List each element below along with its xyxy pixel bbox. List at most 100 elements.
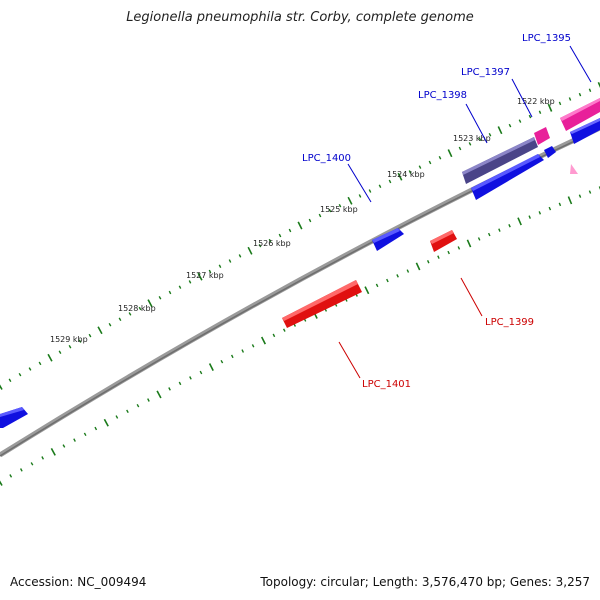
outer-tick-41 — [408, 170, 412, 174]
inner-tick-16 — [168, 387, 171, 391]
outer-tick-10 — [97, 326, 103, 335]
inner-tick-11 — [115, 415, 119, 419]
scale-label-4: 1526 kbp — [253, 239, 291, 248]
leader-lpc-1400 — [347, 163, 372, 203]
outer-tick-23 — [228, 259, 232, 263]
scale-label-0: 1522 kbp — [517, 97, 555, 106]
inner-tick-38 — [396, 274, 399, 278]
inner-tick-8 — [83, 432, 87, 437]
inner-tick-24 — [251, 344, 255, 348]
inner-tick-53 — [548, 206, 552, 211]
inner-tick-22 — [230, 354, 234, 359]
outer-tick-46 — [458, 146, 462, 151]
inner-tick-18 — [189, 376, 192, 380]
inner-tick-14 — [147, 398, 150, 402]
outer-tick-18 — [178, 285, 182, 289]
outer-tick-7 — [68, 344, 72, 349]
outer-tick-56 — [558, 101, 562, 106]
inner-tick-35 — [364, 286, 370, 295]
outer-tick-25 — [247, 246, 253, 255]
outer-tick-3 — [28, 367, 32, 371]
outer-tick-36 — [358, 194, 362, 198]
accession-text: Accession: NC_009494 — [10, 575, 147, 589]
outer-tick-49 — [488, 132, 492, 137]
inner-tick-6 — [62, 444, 66, 448]
outer-tick-16 — [158, 296, 162, 300]
gene-lpc-1395-pink — [560, 98, 600, 131]
inner-tick-3 — [30, 462, 34, 466]
leader-lpc-1395 — [569, 45, 592, 83]
inner-tick-21 — [220, 359, 224, 364]
outer-tick-48 — [478, 137, 482, 142]
scale-label-3: 1525 kbp — [320, 205, 358, 214]
inner-tick-45 — [466, 239, 472, 248]
gene-small-pink-reverse — [570, 164, 578, 174]
inner-tick-41 — [426, 260, 430, 264]
outer-tick-58 — [578, 92, 582, 97]
outer-tick-9 — [88, 333, 92, 338]
outer-tick-32 — [318, 213, 322, 218]
outer-tick-0 — [0, 384, 3, 390]
outer-tick-38 — [378, 184, 382, 189]
gene-label-lpc-1395: LPC_1395 — [522, 33, 571, 44]
outer-tick-22 — [218, 264, 222, 269]
outer-tick-24 — [238, 254, 242, 258]
outer-tick-54 — [538, 110, 542, 114]
outer-tick-44 — [438, 155, 442, 160]
outer-tick-51 — [508, 123, 512, 128]
inner-tick-40 — [415, 262, 421, 271]
inner-tick-12 — [126, 409, 129, 414]
outer-tick-11 — [108, 322, 112, 327]
inner-tick-20 — [208, 363, 214, 371]
outer-tick-40 — [397, 172, 403, 181]
outer-tick-2 — [18, 372, 22, 377]
inner-tick-51 — [528, 215, 531, 219]
outer-tick-57 — [568, 97, 572, 101]
inner-tick-10 — [103, 418, 109, 427]
leader-lpc-1397 — [511, 78, 533, 118]
gene-lpc-1398-forward — [471, 154, 544, 200]
outer-tick-31 — [308, 218, 312, 223]
inner-tick-25 — [260, 336, 267, 345]
inner-tick-56 — [578, 194, 582, 198]
outer-tick-14 — [138, 306, 142, 311]
inner-tick-27 — [282, 328, 286, 332]
outer-tick-6 — [58, 350, 62, 354]
outer-tick-60 — [597, 81, 600, 89]
outer-tick-17 — [168, 290, 172, 295]
outer-tick-5 — [47, 353, 53, 362]
inner-tick-7 — [73, 438, 76, 442]
outer-tick-47 — [468, 142, 472, 146]
inner-tick-4 — [41, 456, 45, 460]
inner-tick-48 — [498, 228, 501, 232]
outer-tick-42 — [418, 165, 422, 169]
outer-tick-52 — [518, 119, 522, 123]
map-title: Legionella pneumophila str. Corby, compl… — [126, 10, 474, 25]
leader-lpc-1399 — [460, 277, 483, 317]
inner-tick-26 — [272, 333, 276, 338]
gene-lpc-1400-forward — [372, 228, 404, 251]
outer-tick-28 — [278, 233, 282, 238]
gene-label-lpc-1400: LPC_1400 — [302, 153, 351, 164]
outer-tick-21 — [208, 269, 212, 274]
outer-tick-34 — [338, 203, 342, 208]
outer-tick-29 — [288, 228, 292, 233]
inner-tick-50 — [517, 217, 522, 226]
inner-tick-37 — [386, 278, 389, 283]
outer-tick-43 — [428, 160, 432, 165]
leader-lpc-1398 — [465, 103, 488, 144]
outer-tick-45 — [447, 149, 453, 158]
gene-lpc-1395-forward — [570, 118, 600, 144]
gene-label-lpc-1397: LPC_1397 — [461, 67, 510, 78]
scale-label-7: 1529 kbp — [50, 335, 88, 344]
inner-tick-5 — [50, 448, 56, 456]
outer-tick-55 — [547, 103, 553, 112]
inner-tick-13 — [136, 403, 140, 408]
genome-summary-text: Topology: circular; Length: 3,576,470 bp… — [260, 575, 590, 589]
outer-tick-27 — [268, 238, 272, 243]
gene-label-lpc-1401: LPC_1401 — [362, 379, 411, 390]
outer-tick-53 — [528, 114, 532, 119]
outer-tick-35 — [347, 196, 353, 205]
outer-tick-50 — [497, 126, 503, 135]
